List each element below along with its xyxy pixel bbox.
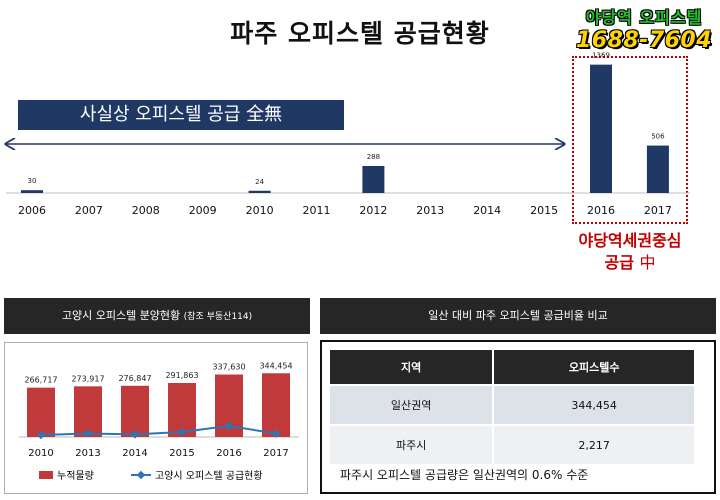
x-tick-label: 2016	[587, 204, 615, 217]
x-tick-label: 2013	[416, 204, 444, 217]
bar	[262, 373, 290, 437]
bar-value-label: 337,630	[212, 363, 245, 372]
x-tick-label: 2006	[18, 204, 46, 217]
comparison-panel: 지역 오피스텔수 일산권역 344,454 파주시 2,217 파주시 오피스텔…	[320, 340, 716, 494]
bar-value-label: 1369	[592, 52, 610, 60]
table-row: 일산권역 344,454	[327, 384, 696, 426]
x-tick-label: 2012	[359, 204, 387, 217]
x-tick-label: 2010	[28, 448, 53, 459]
page-title: 파주 오피스텔 공급현황	[230, 19, 490, 48]
promo-badge: 야당역 오피스텔 1688-7604	[574, 4, 714, 53]
x-tick-label: 2015	[530, 204, 558, 217]
bar-value-label: 291,863	[165, 371, 198, 380]
legend-bar-swatch	[39, 471, 53, 479]
supply-banner: 사실상 오피스텔 공급 全無	[18, 100, 344, 130]
x-tick-label: 2009	[189, 204, 217, 217]
table-row: 파주시 2,217	[327, 424, 696, 466]
banner-text: 사실상 오피스텔 공급	[79, 104, 241, 125]
x-tick-label: 2013	[75, 448, 100, 459]
bar	[121, 385, 149, 437]
bar-value-label: 344,454	[259, 361, 292, 370]
bar-value-label: 24	[255, 178, 264, 186]
column-header-count: 오피스텔수	[492, 348, 696, 386]
legend-line-label: 고양시 오피스텔 공급현황	[155, 470, 263, 482]
callout-emphasis: 中	[639, 253, 656, 272]
bar-value-label: 288	[367, 153, 380, 161]
promo-name: 야당역 오피스텔	[585, 8, 703, 27]
highlight-box	[572, 56, 688, 224]
series-line	[40, 424, 277, 436]
table-header-row: 지역 오피스텔수	[327, 348, 696, 386]
row-count: 344,454	[492, 384, 696, 426]
paju-supply-chart: 2006 30 2007 2008 2009 2010 24 2011 2012 288 2013 2…	[0, 52, 690, 217]
x-tick-label: 2010	[246, 204, 274, 217]
bar	[646, 145, 669, 193]
x-tick-label: 2014	[122, 448, 147, 459]
line-point	[130, 430, 140, 439]
comparison-table: 지역 오피스텔수 일산권역 344,454 파주시 2,217	[327, 348, 696, 466]
legend-bar-label: 누적물량	[57, 470, 94, 482]
line-point	[36, 430, 46, 440]
callout-text: 야당역세권중심 공급 中	[560, 230, 700, 274]
bar	[21, 190, 43, 193]
promo-phone: 1688-7604	[575, 28, 713, 53]
line-point	[271, 429, 281, 438]
right-panel-heading: 일산 대비 파주 오피스텔 공급비율 비교	[320, 298, 716, 334]
x-tick-label: 2011	[303, 204, 331, 217]
comparison-note: 파주시 오피스텔 공급량은 일산권역의 0.6% 수준	[340, 468, 589, 482]
x-tick-label: 2008	[132, 204, 160, 217]
bar	[362, 166, 385, 193]
bar	[248, 190, 271, 193]
bar-value-label: 266,717	[24, 376, 57, 385]
x-tick-label: 2016	[216, 448, 241, 459]
legend-line-marker	[136, 470, 146, 480]
bar	[590, 64, 612, 193]
goyang-chart-panel: 266,717 2010 273,917 2013 276,847 2014 291,863…	[4, 342, 308, 494]
left-heading-note: (참조 부동산114)	[183, 312, 253, 322]
x-tick-label: 2017	[263, 448, 288, 459]
row-region: 파주시	[327, 424, 495, 466]
line-point	[224, 421, 234, 431]
left-heading-text: 고양시 오피스텔 분양현황	[61, 309, 181, 322]
bar-value-label: 273,917	[71, 374, 104, 383]
goyang-chart: 266,717 2010 273,917 2013 276,847 2014 291,863…	[19, 361, 299, 482]
bar-value-label: 30	[28, 177, 37, 185]
row-count: 2,217	[492, 424, 696, 466]
row-region: 일산권역	[327, 384, 495, 426]
x-tick-label: 2014	[473, 204, 501, 217]
x-tick-label: 2015	[169, 448, 194, 459]
bar	[74, 386, 102, 437]
left-panel-heading: 고양시 오피스텔 분양현황 (참조 부동산114)	[4, 298, 310, 334]
x-tick-label: 2007	[75, 204, 103, 217]
x-tick-label: 2017	[644, 204, 672, 217]
bar	[27, 387, 55, 437]
banner-emphasis: 全無	[246, 104, 283, 125]
bar-value-label: 506	[651, 133, 665, 141]
callout-line2: 공급	[604, 253, 634, 272]
line-point	[83, 429, 93, 438]
callout-line1: 야당역세권중심	[578, 231, 682, 250]
column-header-region: 지역	[327, 348, 495, 386]
bar-value-label: 276,847	[118, 374, 151, 383]
